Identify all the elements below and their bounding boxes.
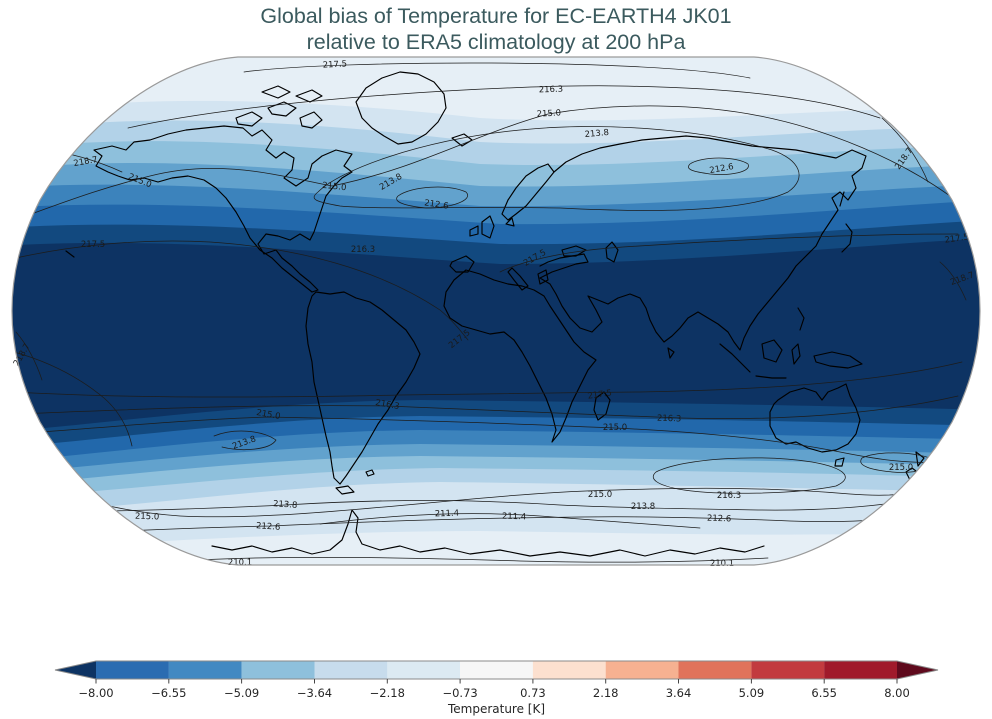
coastlines bbox=[65, 71, 925, 557]
coastline-hawaii bbox=[65, 250, 75, 258]
colorbar-tick-label: 5.09 bbox=[739, 686, 765, 700]
contour-label: 215.0 bbox=[255, 408, 281, 422]
colorbar-over-arrow bbox=[897, 661, 938, 679]
coastline-indonesia bbox=[719, 339, 863, 379]
colorbar-tick-labels: −8.00 −6.55 −5.09 −3.64 −2.18 −0.73 0.73… bbox=[78, 686, 909, 700]
contour-label: 211.4 bbox=[435, 509, 460, 520]
contour-label: 215.0 bbox=[603, 423, 627, 433]
coastline-africa bbox=[443, 269, 611, 443]
colorbar-segment bbox=[605, 661, 679, 679]
filled-contours bbox=[12, 57, 980, 565]
contour-label: 212.6 bbox=[256, 521, 281, 533]
colorbar-segment bbox=[460, 661, 533, 679]
contour-label: 216.3 bbox=[717, 491, 741, 501]
contour-label: 216.3 bbox=[539, 85, 564, 96]
contour-label: 218.7 bbox=[73, 155, 99, 169]
contour-label: 216.3 bbox=[374, 398, 400, 412]
colorbar-tick-label: −2.18 bbox=[370, 686, 405, 700]
colorbar-segment bbox=[241, 661, 315, 679]
contour-label: 211.4 bbox=[502, 512, 527, 523]
contour-label: 210.1 bbox=[228, 558, 252, 568]
contour-label: 216.3 bbox=[351, 245, 375, 255]
contour-label: 217.5 bbox=[81, 240, 105, 250]
contour-label: 215.0 bbox=[536, 108, 561, 119]
colorbar-segment bbox=[387, 661, 461, 679]
coastline-asia bbox=[539, 135, 867, 351]
contour-label: 213.8 bbox=[584, 128, 609, 140]
colorbar-tick-label: 6.55 bbox=[811, 686, 837, 700]
colorbar-tick-label: 2.18 bbox=[593, 686, 619, 700]
coastline-inland-seas bbox=[561, 241, 619, 263]
colorbar-tick-label: −3.64 bbox=[297, 686, 332, 700]
coastline-australia bbox=[769, 383, 861, 467]
south-fill-band bbox=[12, 531, 980, 565]
contour-label: 215.0 bbox=[889, 463, 913, 473]
contour-label: 217.5 bbox=[944, 232, 969, 245]
colorbar-tick-label: −5.09 bbox=[224, 686, 259, 700]
colorbar-tick-label: −6.55 bbox=[151, 686, 186, 700]
colorbar-tick-label: 0.73 bbox=[520, 686, 546, 700]
contour-label: 213.8 bbox=[631, 502, 655, 512]
contour-label: 212.6 bbox=[424, 198, 449, 211]
colorbar-segment bbox=[678, 661, 752, 679]
contour-label: 215.0 bbox=[322, 181, 347, 193]
contour-label: 215.0 bbox=[588, 490, 612, 500]
colorbar-segment bbox=[168, 661, 242, 679]
colorbar-tick-label: 8.00 bbox=[884, 686, 910, 700]
coastline-arctic-islands bbox=[235, 85, 323, 129]
contour-label: 215.0 bbox=[135, 512, 160, 523]
colorbar-segment bbox=[532, 661, 606, 679]
colorbar-ticks bbox=[95, 679, 898, 684]
colorbar-axis-label: Temperature [K] bbox=[447, 702, 545, 716]
chart-title-line1: Global bias of Temperature for EC-EARTH4… bbox=[260, 4, 731, 28]
coastline-north-america bbox=[93, 125, 353, 293]
map-outline bbox=[11, 56, 981, 566]
contour-label: 216.3 bbox=[657, 414, 682, 425]
contour-label: 212.6 bbox=[707, 514, 732, 525]
colorbar-segment bbox=[824, 661, 897, 679]
colorbar: −8.00 −6.55 −5.09 −3.64 −2.18 −0.73 0.73… bbox=[54, 660, 939, 716]
coastline-south-america bbox=[305, 291, 421, 495]
contour-label: 213.8 bbox=[273, 499, 298, 511]
contour-label: 212.6 bbox=[709, 162, 735, 176]
colorbar-segment bbox=[314, 661, 388, 679]
contour-label: 217.5 bbox=[322, 59, 347, 70]
north-fill-band bbox=[12, 57, 980, 121]
colorbar-tick-label: 3.64 bbox=[666, 686, 692, 700]
colorbar-tick-label: −0.73 bbox=[442, 686, 477, 700]
colorbar-segment bbox=[751, 661, 825, 679]
coastline-antarctica bbox=[211, 509, 765, 557]
coastline-greenland bbox=[355, 71, 447, 145]
chart-title-line2: relative to ERA5 climatology at 200 hPa bbox=[307, 30, 686, 54]
contour-label: 217.5 bbox=[587, 388, 612, 401]
colorbar-under-arrow bbox=[55, 661, 96, 679]
colorbar-segment bbox=[96, 661, 169, 679]
colorbar-tick-label: −8.00 bbox=[78, 686, 113, 700]
coastline-east-asia-islands bbox=[667, 191, 853, 359]
temperature-contour-lines bbox=[13, 62, 967, 563]
contour-label: 210.1 bbox=[710, 559, 734, 569]
